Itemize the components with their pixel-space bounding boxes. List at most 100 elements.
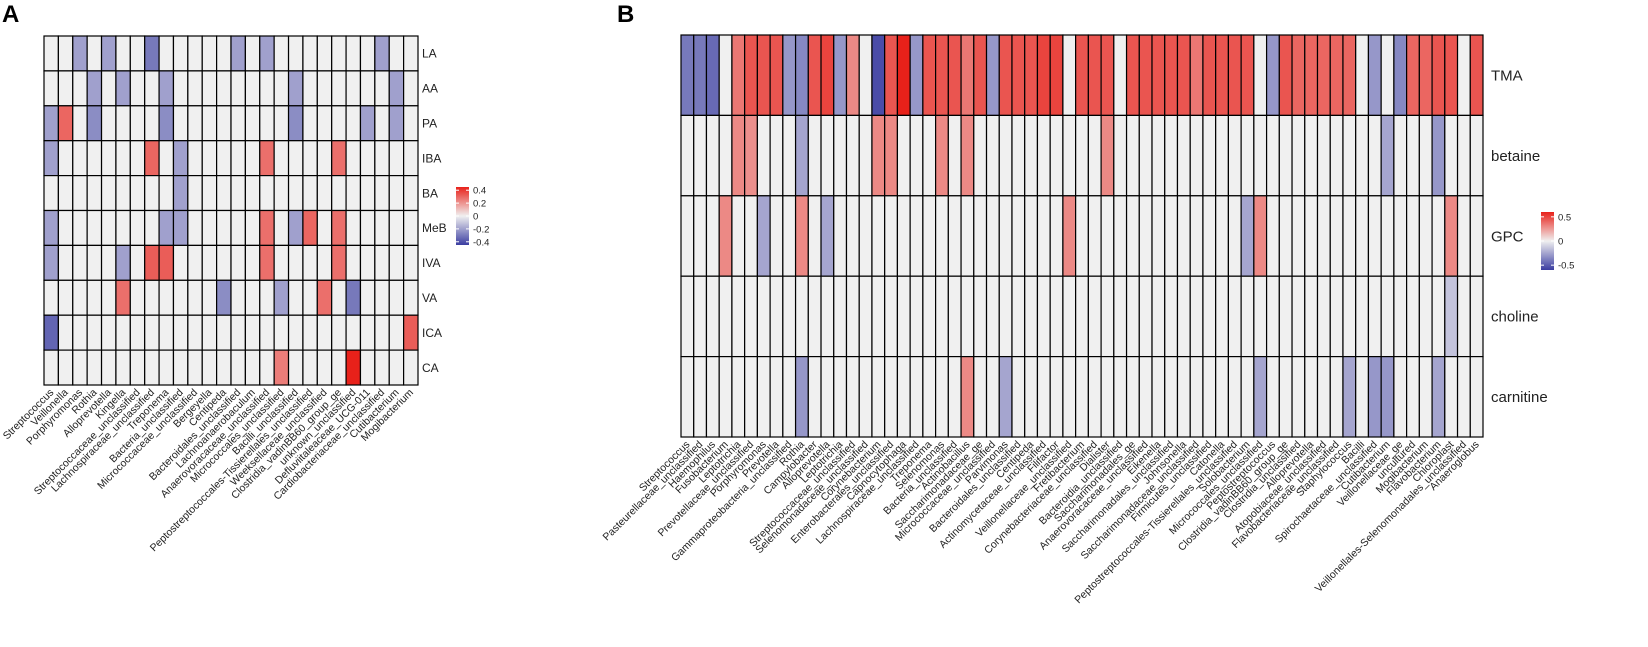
heatmap-cell (374, 105, 390, 142)
heatmap-cell (158, 175, 175, 212)
heatmap-cell (960, 34, 975, 117)
heatmap-cell (1355, 275, 1370, 358)
heatmap-cell (909, 34, 924, 117)
panel-label-a: A (2, 1, 19, 28)
heatmap-cell (345, 244, 362, 281)
row-label: AA (422, 82, 438, 96)
heatmap-cell (172, 279, 189, 316)
heatmap-cell (1469, 195, 1484, 277)
heatmap-cell (884, 356, 899, 438)
heatmap-cell (922, 114, 937, 197)
heatmap-cell (216, 175, 232, 212)
heatmap-cell (1075, 356, 1089, 438)
heatmap-cell (1062, 275, 1077, 358)
heatmap-cell (1304, 34, 1319, 117)
heatmap-cell (693, 356, 708, 438)
heatmap-cell (115, 175, 131, 212)
heatmap-cell (947, 356, 962, 438)
heatmap-cell (1329, 275, 1344, 358)
heatmap-cell (718, 114, 733, 197)
heatmap-cell (1265, 34, 1280, 117)
heatmap-cell (100, 35, 117, 72)
heatmap-cell (201, 175, 218, 212)
heatmap-cell (1431, 356, 1446, 438)
heatmap-cell (316, 70, 333, 107)
heatmap-cell (782, 275, 797, 358)
heatmap-cell (909, 356, 924, 438)
heatmap-cell (273, 279, 290, 316)
heatmap-cell (244, 105, 261, 142)
heatmap-cell (693, 195, 708, 277)
heatmap-cell (57, 349, 74, 386)
heatmap-cell (820, 34, 835, 117)
row-label: choline (1491, 309, 1539, 326)
heatmap-a-column-labels: StreptococcusVeillonellaPorphyromonasRot… (1, 386, 416, 554)
heatmap-cell (1011, 275, 1026, 358)
heatmap-cell (86, 105, 103, 142)
heatmap-cell (871, 356, 886, 438)
heatmap-cell (331, 314, 347, 351)
heatmap-cell (57, 35, 74, 72)
heatmap-cell (985, 195, 1000, 277)
heatmap-cell (922, 356, 937, 438)
heatmap-cell (72, 314, 88, 351)
heatmap-cell (187, 35, 203, 72)
heatmap-cell (359, 35, 376, 72)
heatmap-cell (403, 140, 419, 177)
heatmap-cell (1406, 195, 1420, 277)
heatmap-cell (172, 349, 189, 386)
heatmap-cell (731, 356, 746, 438)
heatmap-cell (1227, 195, 1242, 277)
heatmap-cell (1265, 114, 1280, 197)
heatmap-cell (43, 314, 59, 351)
heatmap-cell (316, 244, 333, 281)
heatmap-cell (158, 70, 175, 107)
legend-tick-label: 0 (473, 212, 478, 223)
heatmap-cell (935, 34, 949, 117)
heatmap-cell (115, 70, 131, 107)
heatmap-cell (331, 175, 347, 212)
heatmap-cell (896, 275, 911, 358)
heatmap-cell (287, 349, 304, 386)
heatmap-cell (316, 314, 333, 351)
heatmap-cell (216, 140, 232, 177)
heatmap-cell (1355, 114, 1370, 197)
heatmap-cell (1304, 356, 1319, 438)
heatmap-cell (331, 279, 347, 316)
heatmap-cell (43, 209, 59, 247)
heatmap-cell (1151, 195, 1166, 277)
heatmap-cell (144, 35, 160, 72)
heatmap-cell (302, 349, 318, 386)
heatmap-cell (230, 279, 246, 316)
heatmap-cell (1304, 195, 1319, 277)
heatmap-cell (259, 140, 275, 177)
heatmap-cell (345, 35, 362, 72)
heatmap-cell (115, 209, 131, 247)
heatmap-cell (1253, 114, 1268, 197)
heatmap-cell (1062, 356, 1077, 438)
heatmap-cell (833, 195, 848, 277)
heatmap-cell (1456, 114, 1471, 197)
heatmap-cell (782, 114, 797, 197)
heatmap-cell (1469, 34, 1484, 117)
heatmap-cell (158, 349, 175, 386)
heatmap-cell (1189, 275, 1204, 358)
heatmap-cell (172, 209, 189, 247)
heatmap-cell (871, 275, 886, 358)
heatmap-cell (57, 244, 74, 281)
heatmap-cell (316, 140, 333, 177)
heatmap-cell (1151, 114, 1166, 197)
heatmap-cell (144, 279, 160, 316)
heatmap-cell (331, 209, 347, 247)
heatmap-cell (680, 356, 695, 438)
heatmap-cell (1418, 114, 1433, 197)
heatmap-cell (1125, 195, 1140, 277)
heatmap-cell (744, 275, 758, 358)
heatmap-cell (1024, 356, 1039, 438)
heatmap-panel-a: LA AA PA IBA BA MeB IVA VA ICA CA StreptococcusVe… (1, 35, 489, 554)
heatmap-cell (374, 35, 390, 72)
heatmap-cell (129, 140, 146, 177)
heatmap-cell (794, 275, 809, 358)
heatmap-cell (1380, 114, 1395, 197)
heatmap-cell (287, 314, 304, 351)
